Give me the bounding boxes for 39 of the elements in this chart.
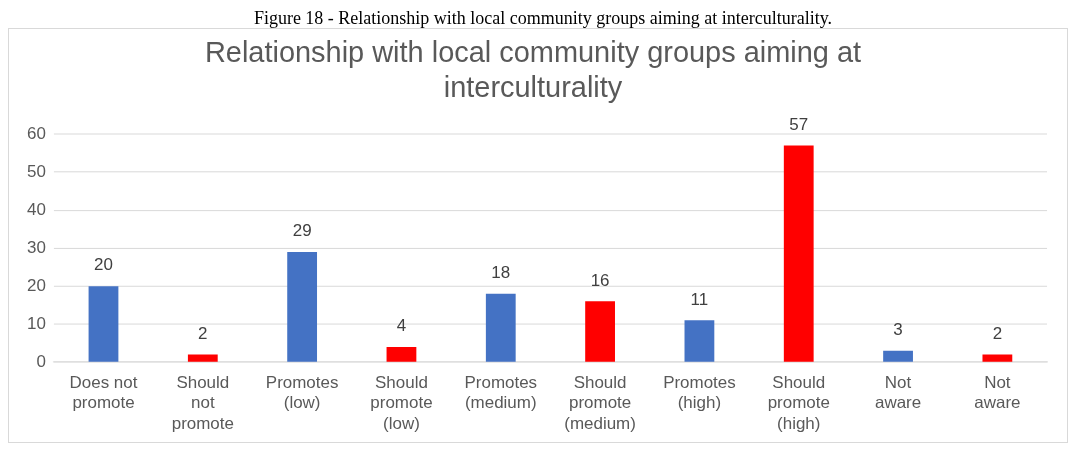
chart-title: Relationship with local community groups aiming at interculturality	[204, 36, 862, 103]
x-tick-label: Should not promote	[171, 372, 234, 433]
data-label: 2	[992, 323, 1003, 343]
bar	[883, 350, 913, 362]
data-label: 20	[94, 255, 113, 275]
x-tick-label: Promotes (high)	[663, 372, 736, 413]
x-tick-label: Should promote (low)	[370, 372, 433, 433]
y-tick-label: 20	[26, 275, 46, 295]
y-tick-label: 40	[26, 199, 46, 219]
data-label: 11	[690, 289, 709, 309]
bar	[684, 320, 715, 362]
y-tick-label: 60	[26, 123, 46, 143]
data-label: 2	[198, 323, 208, 343]
data-label: 57	[789, 114, 809, 134]
bar	[88, 286, 119, 362]
x-tick-label: Promotes (low)	[265, 372, 339, 413]
y-tick-label: 10	[26, 313, 46, 333]
y-tick-label: 0	[36, 351, 46, 371]
y-tick-label: 50	[26, 161, 46, 181]
data-label: 18	[491, 263, 511, 283]
bar	[386, 346, 417, 362]
x-tick-label: Should promote (high)	[767, 372, 830, 433]
data-label: 16	[590, 270, 610, 290]
bar	[187, 354, 218, 362]
bar	[783, 145, 814, 362]
bar	[585, 301, 615, 362]
x-tick-label: Does not promote	[69, 372, 138, 413]
caption: Figure 18 - Relationship with local community groups aiming at interculturality.	[252, 8, 834, 28]
data-label: 4	[396, 316, 407, 336]
y-tick-label: 30	[26, 237, 46, 257]
x-tick-label: Not aware	[874, 372, 922, 413]
bar	[287, 251, 318, 362]
x-tick-label: Promotes (medium)	[464, 372, 538, 413]
data-label: 3	[893, 320, 903, 340]
x-tick-label: Should promote (medium)	[564, 372, 636, 433]
data-label: 29	[292, 221, 312, 241]
bar	[485, 293, 516, 362]
bar	[982, 354, 1013, 362]
x-tick-label: Not aware	[974, 372, 1021, 413]
